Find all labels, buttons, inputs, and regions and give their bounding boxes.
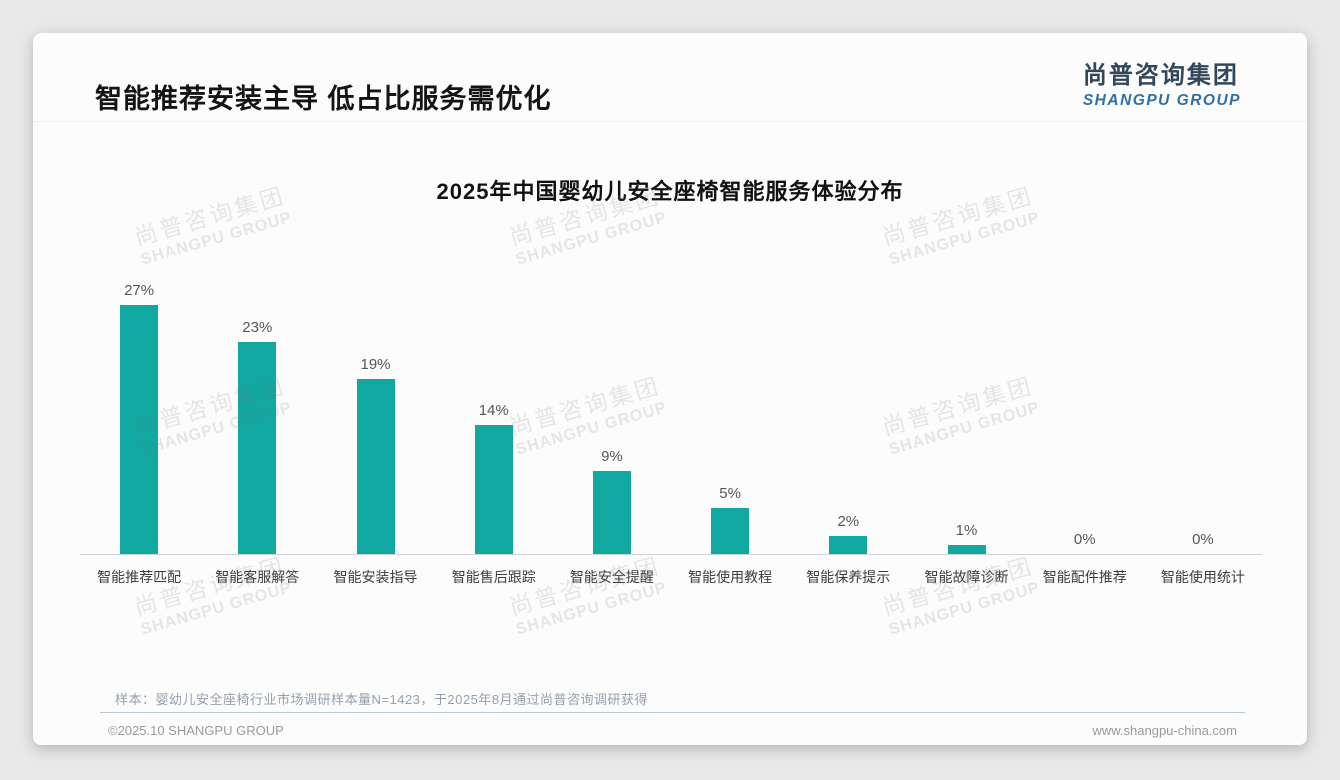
copyright-text: ©2025.10 SHANGPU GROUP (108, 723, 284, 738)
bar-value-label: 27% (124, 282, 155, 299)
bar-column: 23% (198, 273, 316, 554)
x-axis-label: 智能配件推荐 (1042, 569, 1127, 585)
x-axis-label: 智能使用统计 (1160, 569, 1245, 585)
x-axis-label: 智能故障诊断 (924, 569, 1009, 585)
bar (474, 425, 513, 554)
chart-title: 2025年中国婴幼儿安全座椅智能服务体验分布 (436, 179, 904, 204)
bar-column: 2% (789, 273, 907, 554)
bar-column: 0% (1026, 273, 1144, 554)
bar (592, 471, 631, 554)
watermark-en-text: SHANGPU GROUP (514, 209, 669, 269)
x-axis-line (80, 554, 1262, 555)
brand-logo-cn: 尚普咨询集团 (1082, 62, 1239, 89)
watermark-en-text: SHANGPU GROUP (887, 209, 1042, 269)
bar-value-label: 19% (360, 356, 391, 373)
bar-value-label: 0% (1073, 531, 1096, 548)
bar-column: 27% (80, 273, 198, 554)
x-axis-labels: 智能推荐匹配 智能客服解答 智能安装指导 智能售后跟踪 智能安全提醒 智能使用教程 智能保养… (80, 567, 1262, 587)
watermark-en-text: SHANGPU GROUP (139, 209, 294, 269)
x-axis-label: 智能售后跟踪 (451, 569, 536, 585)
bar (356, 379, 395, 554)
footer-divider (100, 712, 1245, 713)
bar (711, 508, 750, 554)
bar-column: 1% (907, 273, 1025, 554)
bar (120, 305, 159, 554)
bar-value-label: 2% (837, 513, 860, 530)
x-axis-label: 智能保养提示 (806, 569, 891, 585)
bar (829, 536, 868, 554)
bar-value-label: 9% (601, 448, 623, 465)
bar-value-label: 1% (955, 522, 978, 539)
bar-column: 14% (435, 273, 553, 554)
bar-value-label: 0% (1192, 531, 1214, 548)
x-axis-label: 智能使用教程 (688, 569, 773, 585)
sample-note: 样本：婴幼儿安全座椅行业市场调研样本量N=1423，于2025年8月通过尚普咨询… (115, 692, 649, 707)
x-axis-label: 智能客服解答 (215, 569, 300, 585)
bar (238, 342, 277, 554)
page-title: 智能推荐安装主导 低占比服务需优化 (95, 84, 552, 114)
bar-column: 9% (553, 273, 671, 554)
brand-logo: 尚普咨询集团 SHANGPU GROUP (1083, 55, 1241, 110)
website-url: www.shangpu-china.com (1092, 723, 1237, 738)
bar-value-label: 5% (719, 485, 741, 502)
bar-chart-columns: 27% 23% 19% 14% 9% 5% 2% 1% 0% 0% (80, 273, 1262, 554)
bar (947, 545, 986, 554)
x-axis-label: 智能安全提醒 (569, 569, 654, 585)
report-header: 智能推荐安装主导 低占比服务需优化 尚普咨询集团 SHANGPU GROUP (33, 33, 1307, 122)
bar-value-label: 14% (478, 402, 509, 419)
brand-logo-en: SHANGPU GROUP (1082, 92, 1241, 109)
bar-column: 19% (316, 273, 434, 554)
x-axis-label: 智能安装指导 (333, 569, 418, 585)
x-axis-label: 智能推荐匹配 (97, 569, 182, 585)
bar-chart-plot: 27% 23% 19% 14% 9% 5% 2% 1% 0% 0% (80, 273, 1262, 554)
bar-column: 0% (1144, 273, 1262, 554)
bar-column: 5% (671, 273, 789, 554)
bar-value-label: 23% (242, 319, 273, 336)
report-card: 智能推荐安装主导 低占比服务需优化 尚普咨询集团 SHANGPU GROUP 2… (33, 33, 1307, 745)
